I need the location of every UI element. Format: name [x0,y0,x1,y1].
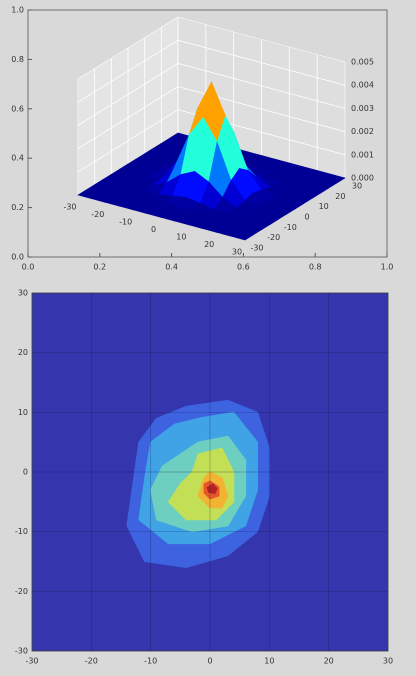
y-tick-label: 20 [18,348,28,357]
y-tick-label: -10 [284,223,297,232]
x-tick-label: -30 [25,657,38,666]
x-tick-label: 0.8 [309,263,322,272]
grid-line [177,16,346,63]
y-tick-label: -20 [267,233,280,242]
y-tick-label: 30 [352,182,362,191]
z-tick-label: 0.004 [351,81,374,90]
grid-line [177,63,346,109]
y-tick-label: -30 [15,647,28,656]
y-tick-label: 0.0 [11,253,24,262]
y-tick-label: 0.6 [11,104,24,113]
x-tick-label: 0.0 [22,263,35,272]
x-tick-label: -20 [91,210,104,219]
axes-frame [31,292,389,652]
y-tick-label: 20 [335,192,345,201]
x-tick-label: 0.6 [237,263,250,272]
x-tick-label: 0 [207,657,212,666]
y-tick-label: 0.4 [11,154,24,163]
y-tick-label: 10 [319,202,329,211]
grid-line [77,16,179,80]
z-tick-label: 0.005 [351,58,374,67]
y-tick-label: 0 [23,468,28,477]
x-tick-label: 20 [204,240,214,249]
grid-line [177,39,346,86]
x-tick-label: 10 [264,657,274,666]
x-tick-label: 20 [324,657,334,666]
y-tick-label: 0.2 [11,203,24,212]
x-tick-label: 1.0 [381,263,394,272]
axes-frame [27,9,388,258]
grid-line [77,109,179,173]
x-tick-label: 0.2 [93,263,106,272]
z-tick-label: 0.001 [351,150,374,159]
x-tick-label: 10 [176,233,186,242]
x-tick-label: 0 [151,225,156,234]
y-tick-label: 10 [18,408,28,417]
y-tick-label: 30 [18,289,28,298]
x-tick-label: -10 [119,218,132,227]
y-tick-label: 0.8 [11,55,24,64]
x-tick-label: 30 [383,657,393,666]
y-tick-label: -30 [250,244,263,253]
x-tick-label: -20 [85,657,98,666]
grid-line [77,86,179,149]
z-tick-label: 0.002 [351,127,374,136]
y-tick-label: 0 [304,213,309,222]
z-tick-label: 0.003 [351,104,374,113]
x-tick-label: -10 [144,657,157,666]
x-tick-label: 0.4 [165,263,178,272]
z-tick-label: 0.000 [351,174,374,183]
y-tick-label: -10 [15,527,28,536]
x-tick-label: -30 [63,203,76,212]
y-tick-label: -20 [15,587,28,596]
grid-line [77,63,179,126]
contour-level [206,483,218,494]
grid-line [77,39,179,103]
surface-patch [230,230,255,241]
x-tick-label: 30 [232,248,242,257]
y-tick-label: 1.0 [11,6,24,15]
